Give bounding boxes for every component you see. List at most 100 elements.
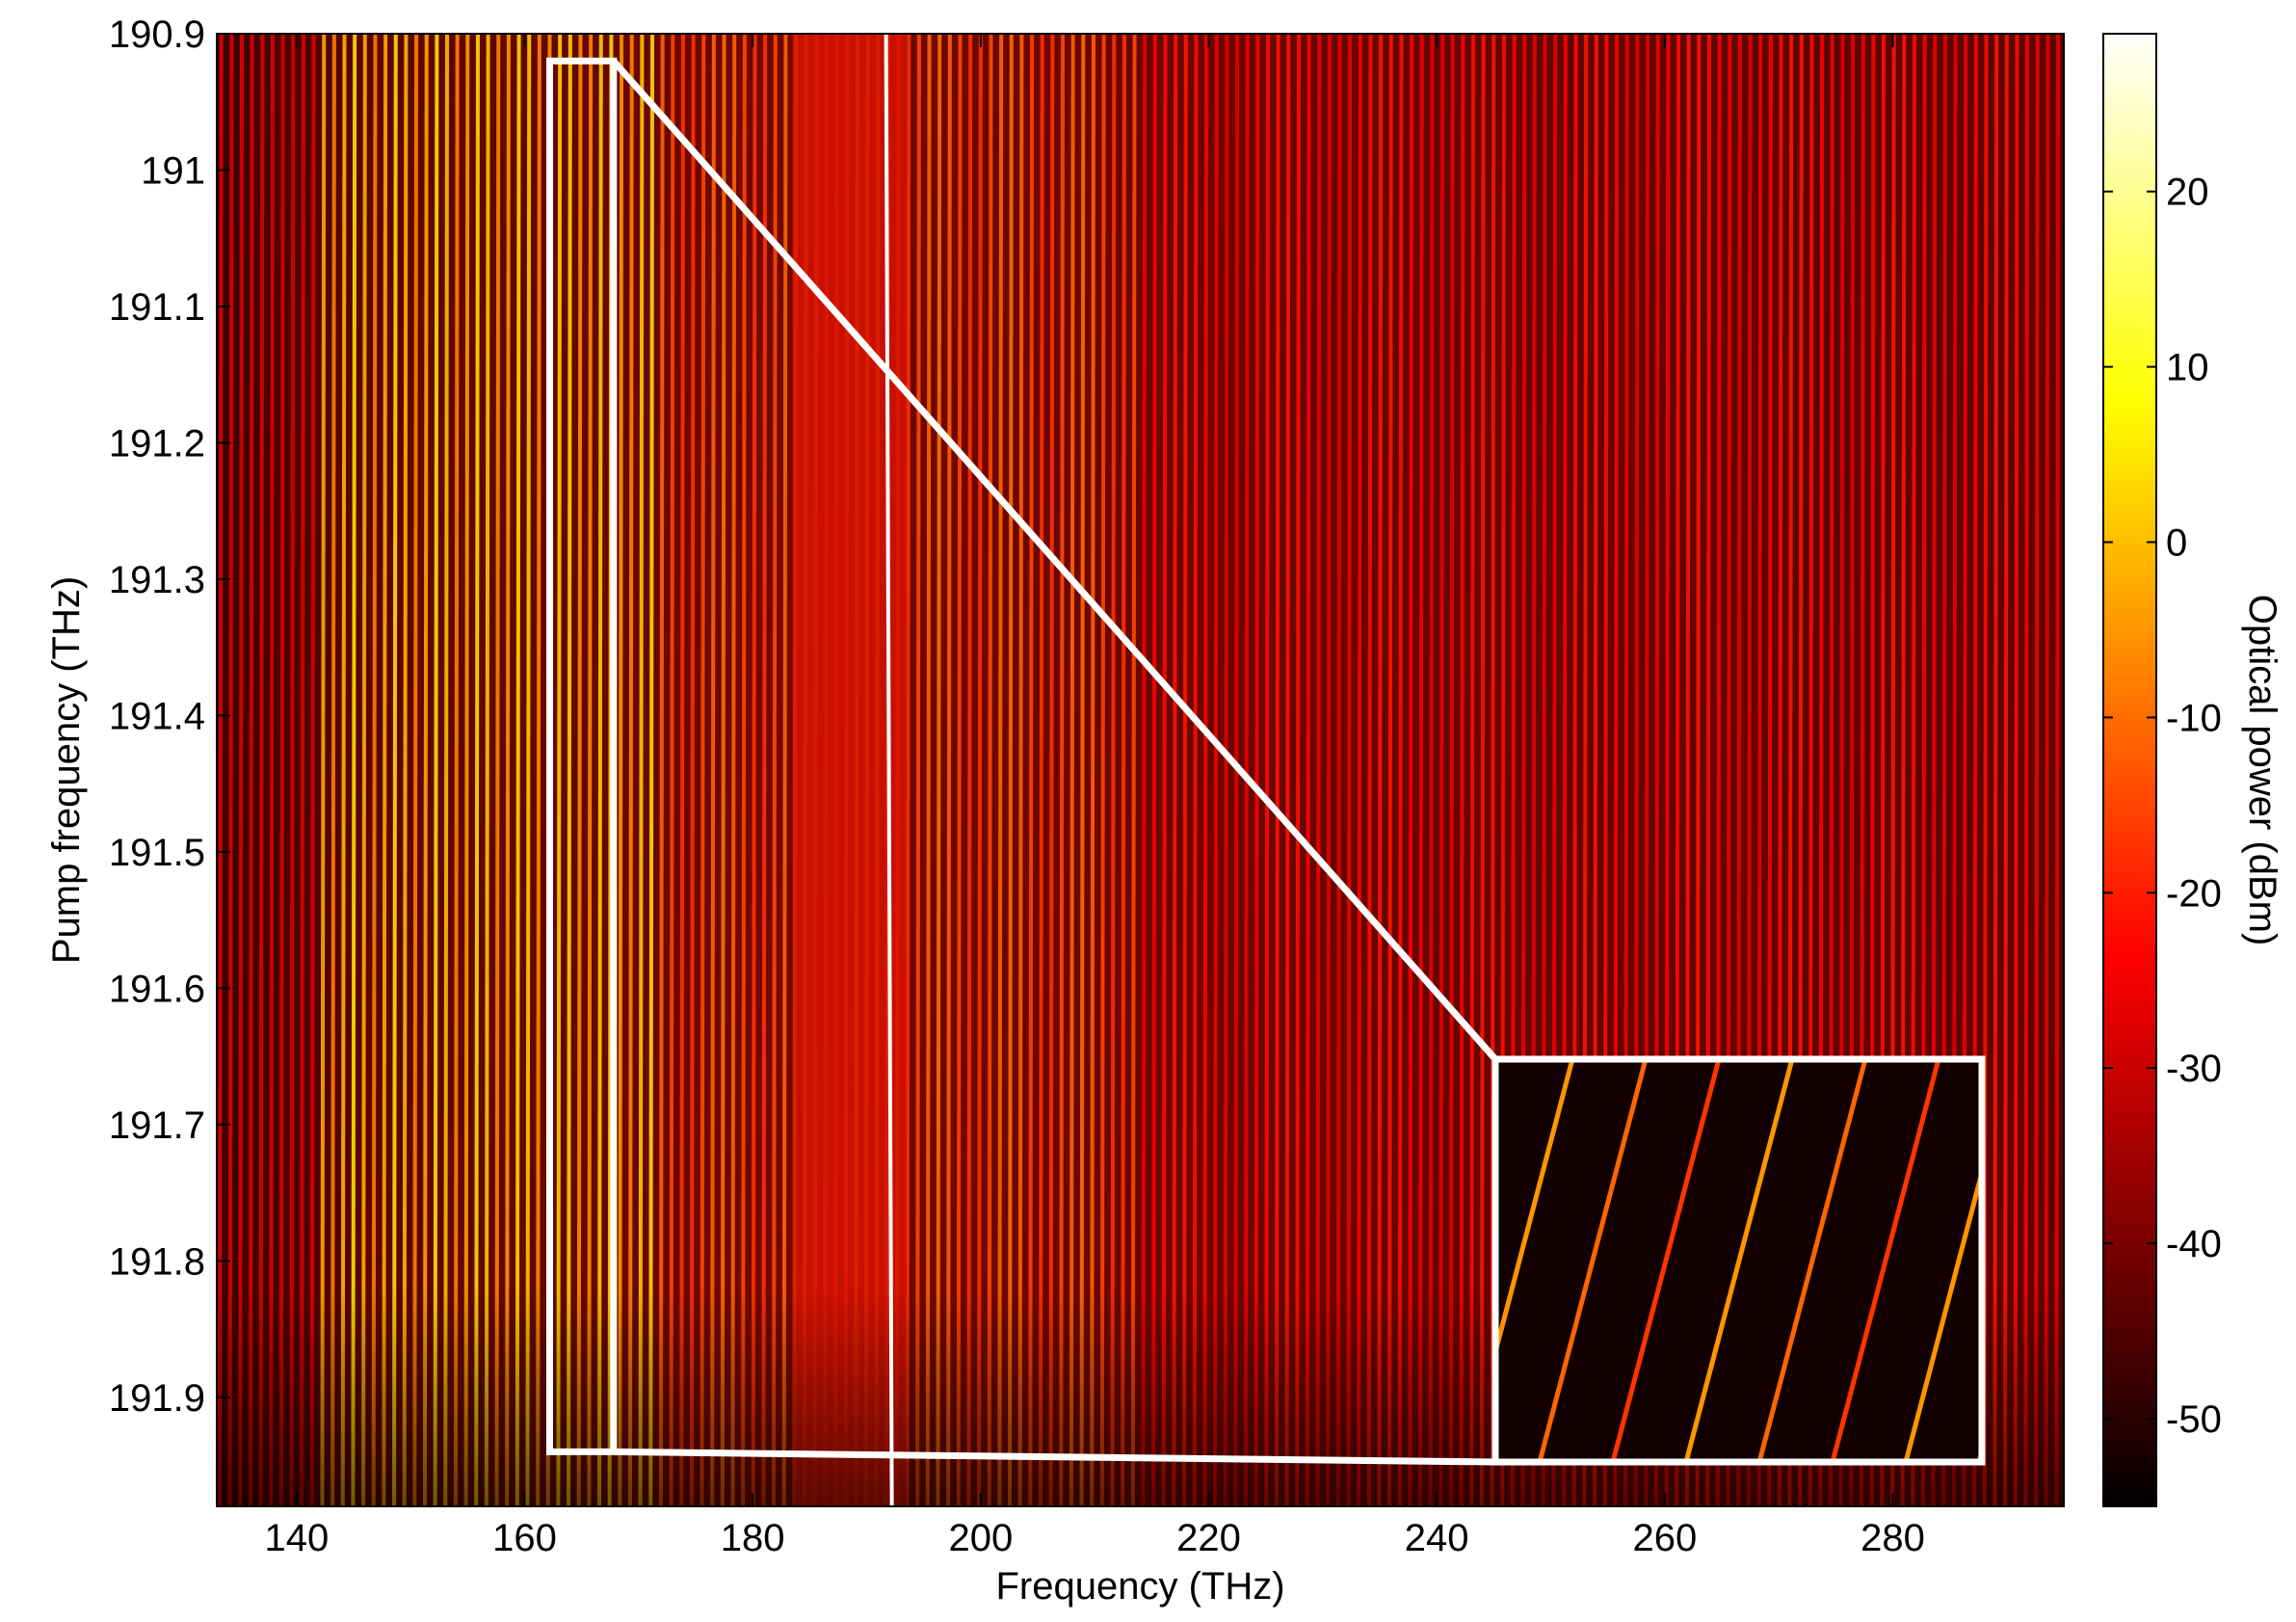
- comb-line: [1182, 34, 1188, 1506]
- comb-line: [1192, 34, 1199, 1506]
- colorbar-tick-label: -20: [2166, 872, 2222, 915]
- comb-line: [658, 34, 665, 1506]
- colorbar-tick-label: 10: [2166, 347, 2209, 389]
- comb-line: [761, 34, 768, 1506]
- comb-line: [1993, 34, 1999, 1506]
- comb-line: [1213, 34, 1219, 1506]
- y-tick-label: 190.9: [109, 13, 205, 56]
- comb-line: [946, 34, 952, 1506]
- comb-line: [1357, 34, 1362, 1506]
- comb-line: [1017, 34, 1024, 1506]
- comb-line: [525, 34, 532, 1506]
- comb-line: [587, 34, 594, 1506]
- comb-line: [977, 34, 983, 1506]
- comb-line: [1008, 34, 1014, 1506]
- comb-line: [915, 34, 921, 1506]
- inset-comb-line: [1830, 1059, 1941, 1462]
- comb-line: [699, 34, 706, 1506]
- inset-comb-line: [1683, 1059, 1795, 1462]
- comb-line: [556, 34, 563, 1506]
- y-tick-label: 191.2: [109, 422, 205, 465]
- y-tick-label: 191.6: [109, 968, 205, 1010]
- comb-line: [567, 34, 572, 1506]
- comb-line: [1172, 34, 1178, 1506]
- x-tick-label: 260: [1632, 1517, 1697, 1559]
- comb-line: [505, 34, 511, 1506]
- inset-comb-line: [1537, 1059, 1649, 1462]
- comb-line: [741, 34, 747, 1506]
- x-tick-label: 200: [948, 1517, 1013, 1559]
- comb-line: [1048, 34, 1055, 1506]
- comb-line: [1315, 34, 1322, 1506]
- x-tick-label: 280: [1861, 1517, 1925, 1559]
- y-axis-ticks: 190.9 191 191.1 191.2 191.3 191.4 191.5 191.6 19…: [109, 13, 230, 1420]
- comb-line: [217, 34, 224, 1506]
- comb-line: [1130, 34, 1137, 1506]
- comb-line: [1387, 34, 1393, 1506]
- comb-line: [536, 34, 541, 1506]
- comb-line: [453, 34, 460, 1506]
- comb-line: [925, 34, 932, 1506]
- comb-line: [1254, 34, 1260, 1506]
- comb-line: [987, 34, 993, 1506]
- inset-comb-line: [1903, 1162, 1982, 1462]
- comb-line: [1069, 34, 1075, 1506]
- comb-line: [730, 34, 737, 1506]
- comb-line: [781, 34, 788, 1506]
- comb-line: [392, 34, 398, 1506]
- comb-line: [905, 34, 911, 1506]
- comb-line: [422, 34, 429, 1506]
- comb-line: [1059, 34, 1066, 1506]
- comb-line: [2023, 34, 2030, 1506]
- comb-line: [433, 34, 439, 1506]
- comb-line: [1264, 34, 1271, 1506]
- comb-line: [1335, 34, 1342, 1506]
- comb-line: [1079, 34, 1086, 1506]
- comb-line: [1469, 34, 1476, 1506]
- colorbar-ticks: 20 10 0 -10 -20 -30 -40 -50: [2103, 172, 2222, 1441]
- y-tick-label: 191.4: [109, 695, 205, 737]
- comb-line: [1223, 34, 1229, 1506]
- comb-line: [648, 34, 655, 1506]
- comb-line: [238, 34, 245, 1506]
- comb-line: [269, 34, 275, 1506]
- comb-line: [710, 34, 716, 1506]
- comb-line: [956, 34, 963, 1506]
- colorbar-tick-label: 20: [2166, 172, 2209, 214]
- comb-line: [1428, 34, 1435, 1506]
- pump-line: [884, 34, 894, 1506]
- x-tick-label: 240: [1405, 1517, 1469, 1559]
- comb-line: [474, 34, 480, 1506]
- inset-frame: [1491, 1055, 1986, 1466]
- comb-line: [1141, 34, 1148, 1506]
- comb-line: [2044, 34, 2050, 1506]
- comb-line: [361, 34, 367, 1506]
- comb-line: [1090, 34, 1095, 1506]
- comb-line: [1418, 34, 1424, 1506]
- comb-line: [1028, 34, 1035, 1506]
- colorbar-tick-label: -50: [2166, 1398, 2222, 1441]
- colorbar-tick-label: 0: [2166, 522, 2187, 565]
- colorbar-tick-label: -30: [2166, 1048, 2222, 1090]
- x-tick-label: 140: [264, 1517, 329, 1559]
- comb-line: [751, 34, 757, 1506]
- comb-line: [720, 34, 726, 1506]
- comb-line: [320, 34, 327, 1506]
- comb-line: [351, 34, 357, 1506]
- comb-line: [1438, 34, 1445, 1506]
- x-tick-label: 180: [721, 1517, 785, 1559]
- comb-line: [1305, 34, 1311, 1506]
- comb-line: [278, 34, 285, 1506]
- comb-line: [300, 34, 305, 1506]
- comb-line: [576, 34, 583, 1506]
- inset-comb-line: [1495, 1059, 1575, 1362]
- comb-line: [638, 34, 645, 1506]
- comb-line: [2013, 34, 2019, 1506]
- zoom-inset: [1491, 1055, 1986, 1466]
- comb-line: [772, 34, 778, 1506]
- comb-line: [402, 34, 409, 1506]
- comb-line: [463, 34, 470, 1506]
- comb-line: [515, 34, 521, 1506]
- comb-line: [309, 34, 316, 1506]
- comb-line: [1397, 34, 1404, 1506]
